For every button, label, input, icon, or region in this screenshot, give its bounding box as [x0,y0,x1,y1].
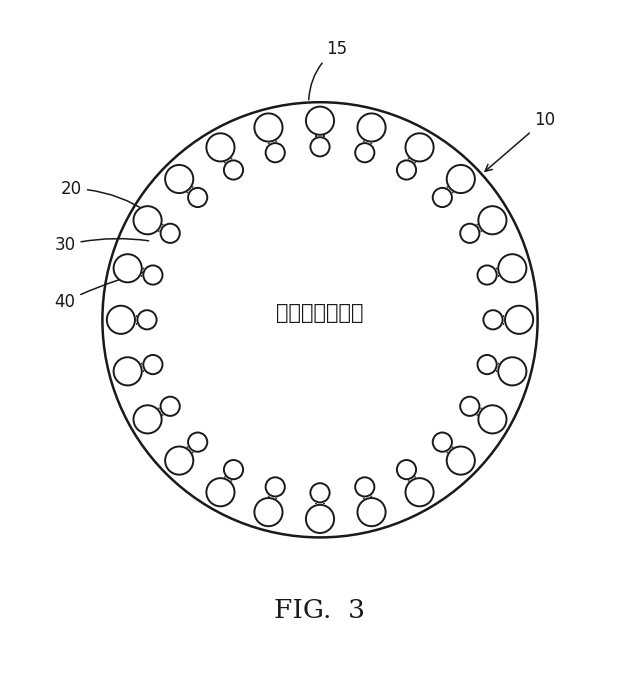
Circle shape [134,206,162,235]
Text: バーナモード１: バーナモード１ [276,303,364,323]
Text: 15: 15 [308,40,348,100]
Text: FIG.  3: FIG. 3 [275,599,365,624]
Circle shape [254,498,282,526]
Circle shape [224,460,243,479]
Circle shape [107,306,135,334]
Circle shape [406,134,434,161]
Text: 20: 20 [61,180,149,213]
Circle shape [478,405,506,433]
Circle shape [358,113,386,142]
Circle shape [355,143,374,162]
Circle shape [498,254,526,282]
Circle shape [188,188,207,207]
Circle shape [224,161,243,180]
Circle shape [478,206,506,235]
Circle shape [447,165,475,193]
Circle shape [483,311,502,330]
Circle shape [165,165,193,193]
Circle shape [397,161,416,180]
Circle shape [406,478,434,506]
Circle shape [165,447,193,475]
Circle shape [188,433,207,452]
Text: 40: 40 [54,270,152,311]
Circle shape [310,137,330,157]
Circle shape [138,311,157,330]
Text: 10: 10 [485,111,556,172]
Circle shape [306,106,334,135]
Circle shape [114,357,142,385]
Circle shape [254,113,282,142]
Circle shape [206,478,234,506]
Circle shape [505,306,533,334]
Circle shape [447,447,475,475]
Circle shape [477,355,497,374]
Circle shape [161,397,180,416]
Circle shape [460,224,479,243]
Circle shape [266,477,285,496]
Circle shape [134,405,162,433]
Circle shape [433,433,452,452]
Text: 30: 30 [54,236,148,254]
Circle shape [460,397,479,416]
Circle shape [355,477,374,496]
Circle shape [358,498,386,526]
Circle shape [266,143,285,162]
Circle shape [397,460,416,479]
Circle shape [477,265,497,285]
Circle shape [498,357,526,385]
Circle shape [310,483,330,502]
Circle shape [114,254,142,282]
Circle shape [433,188,452,207]
Circle shape [306,505,334,533]
Circle shape [143,355,163,374]
Circle shape [206,134,234,161]
Circle shape [161,224,180,243]
Circle shape [143,265,163,285]
